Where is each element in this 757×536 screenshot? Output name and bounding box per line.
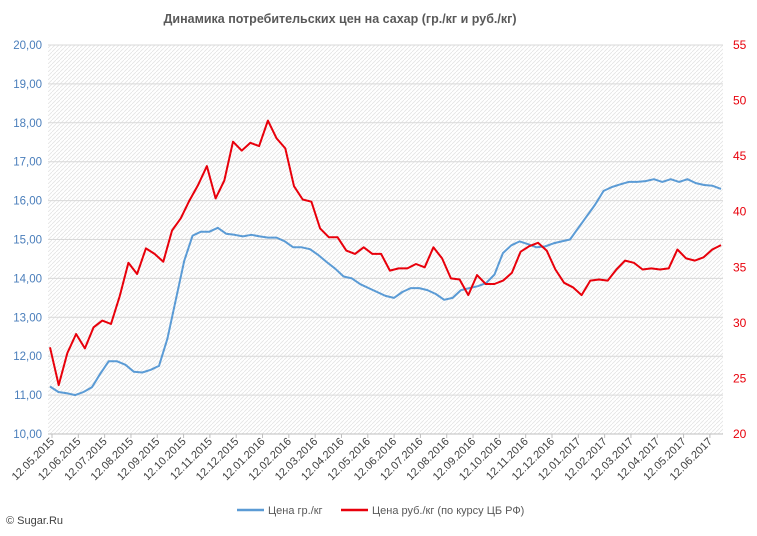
source-credit: © Sugar.Ru [6, 515, 63, 527]
series-line-price-rub [49, 119, 722, 387]
x-axis: 12.05.201512.06.201512.07.201512.08.2015… [10, 433, 723, 483]
right-tick-label: 40 [733, 205, 747, 219]
right-tick-label: 20 [733, 427, 747, 441]
left-tick-label: 17,00 [13, 157, 42, 169]
left-tick-label: 16,00 [13, 196, 42, 208]
right-tick-label: 50 [733, 94, 747, 108]
chart-title: Динамика потребительских цен на сахар (г… [163, 12, 516, 26]
right-tick-label: 35 [733, 260, 747, 274]
left-tick-label: 12,00 [13, 351, 42, 363]
left-tick-label: 19,00 [13, 79, 42, 91]
left-tick-label: 18,00 [13, 118, 42, 130]
left-tick-label: 10,00 [13, 429, 42, 441]
left-tick-label: 13,00 [13, 312, 42, 324]
right-tick-label: 45 [733, 149, 747, 163]
legend-label-price-rub: Цена руб./кг (по курсу ЦБ РФ) [372, 505, 524, 517]
gridlines [48, 44, 723, 435]
right-tick-label: 30 [733, 316, 747, 330]
right-y-axis: 20 25 30 35 40 45 50 55 [733, 38, 747, 441]
left-tick-label: 11,00 [14, 390, 42, 402]
series-line-price-gr [49, 178, 722, 397]
left-tick-label: 15,00 [13, 235, 42, 247]
left-y-axis: 10,00 11,00 12,00 13,00 14,00 15,00 16,00 17,00… [13, 40, 42, 441]
left-tick-label: 20,00 [13, 40, 42, 52]
legend: Цена гр./кг Цена руб./кг (по курсу ЦБ РФ… [237, 505, 524, 517]
legend-label-price-gr: Цена гр./кг [268, 505, 323, 517]
right-tick-label: 55 [733, 38, 747, 52]
right-tick-label: 25 [733, 371, 747, 385]
series-layer [49, 119, 722, 397]
left-tick-label: 14,00 [13, 273, 42, 285]
